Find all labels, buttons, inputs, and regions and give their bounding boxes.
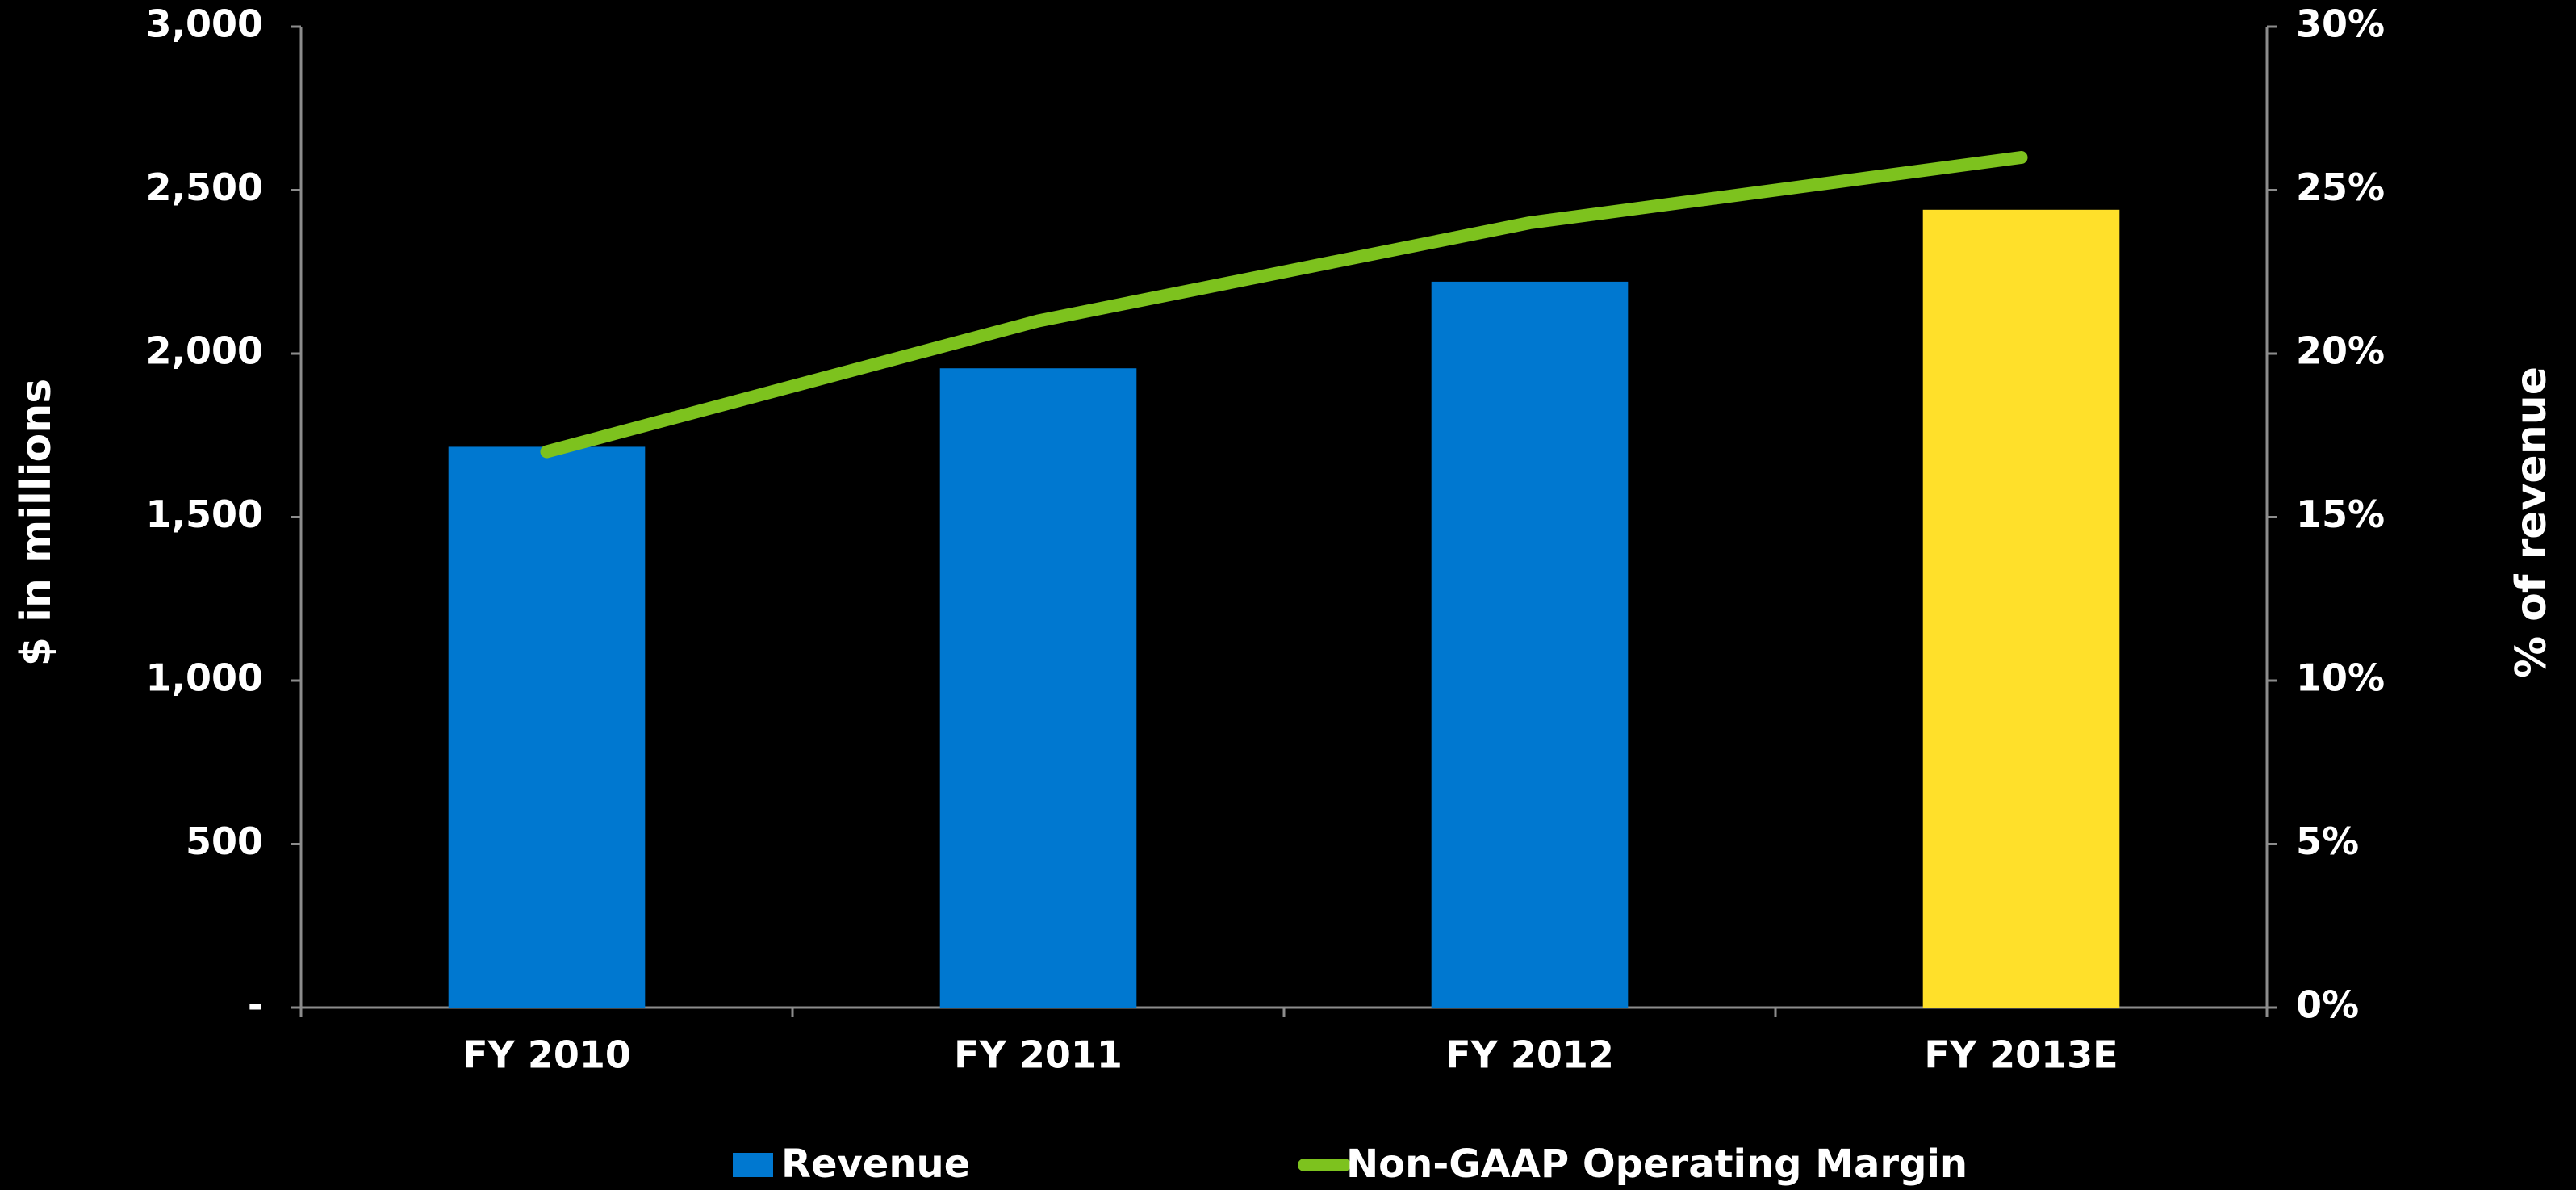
y2-axis-title: % of revenue [2507,367,2556,678]
y2-tick-label: 20% [2296,329,2385,373]
x-tick-label: FY 2011 [954,1033,1123,1077]
y2-tick-label: 0% [2296,983,2359,1027]
y2-tick-label: 25% [2296,166,2385,209]
y2-tick-label: 10% [2296,656,2385,700]
y2-tick-label: 15% [2296,492,2385,536]
y2-tick-label: 5% [2296,819,2359,863]
bar [448,446,646,1008]
bar [1431,281,1629,1008]
x-tick-label: FY 2013E [1924,1033,2118,1077]
x-tick-label: FY 2010 [462,1033,631,1077]
y2-tick-label: 30% [2296,2,2385,46]
legend-label: Revenue [781,1142,970,1187]
y-tick-label: 2,500 [145,166,263,209]
y-tick-label: 1,000 [145,656,263,700]
bar [939,368,1137,1008]
bar [1922,209,2120,1008]
line [540,151,2028,459]
x-tick-label: FY 2012 [1445,1033,1614,1077]
y-tick-label: 2,000 [145,329,263,373]
legend-swatch [733,1153,773,1177]
y-axis-title: $ in millions [12,379,61,666]
legend-label: Non-GAAP Operating Margin [1346,1142,1968,1187]
y-tick-label: 3,000 [145,2,263,46]
y-tick-label: 1,500 [145,492,263,536]
y-tick-label: 500 [186,819,263,863]
y-tick-label: - [248,983,263,1027]
